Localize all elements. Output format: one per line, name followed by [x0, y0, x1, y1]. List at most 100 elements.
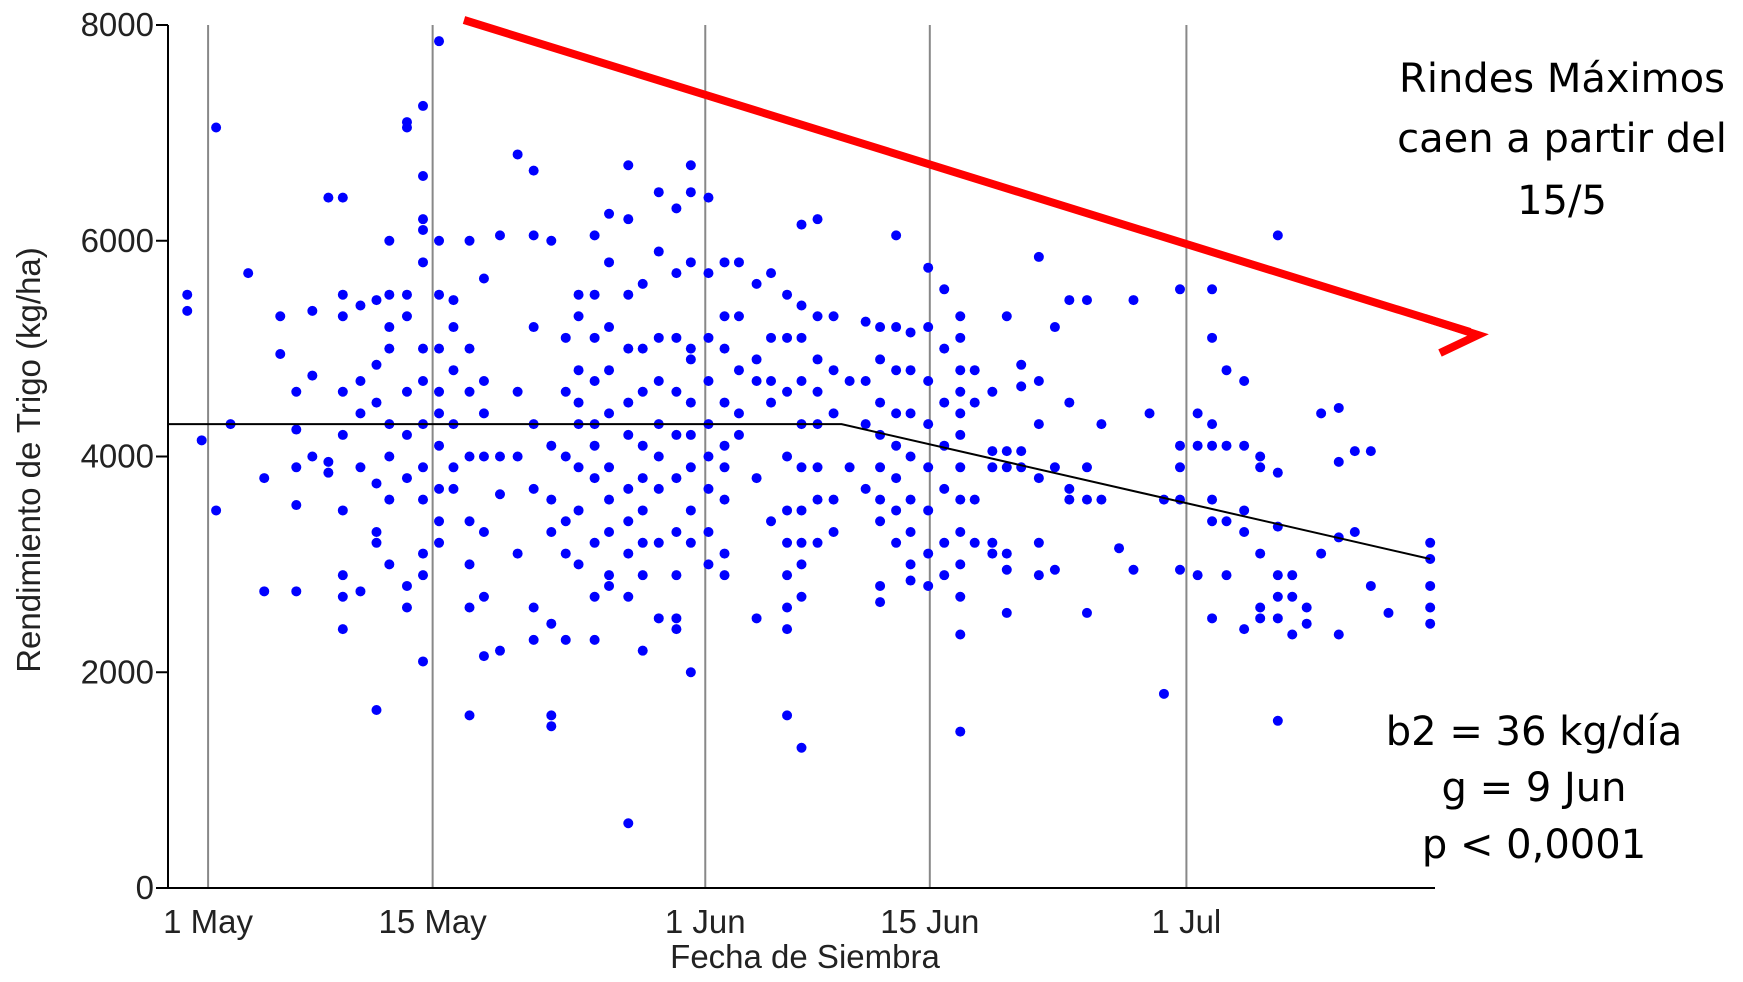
point [1255, 548, 1266, 559]
point [494, 645, 505, 656]
point [1158, 688, 1169, 699]
point [1316, 548, 1327, 559]
point [796, 462, 807, 473]
point [1174, 462, 1185, 473]
point [1239, 440, 1250, 451]
point [371, 359, 382, 370]
point [1333, 456, 1344, 467]
point [355, 300, 366, 311]
point [987, 446, 998, 457]
point [560, 332, 571, 343]
point [637, 645, 648, 656]
annotation: b2 = 36 kg/día [1386, 709, 1682, 755]
point [719, 462, 730, 473]
point [844, 375, 855, 386]
point [955, 591, 966, 602]
point [671, 429, 682, 440]
point [969, 537, 980, 548]
point [323, 467, 334, 478]
point [434, 408, 445, 419]
point [782, 289, 793, 300]
point [604, 208, 615, 219]
point [860, 483, 871, 494]
x-tick-label: 1 Jul [1152, 903, 1222, 940]
point [589, 375, 600, 386]
point [796, 505, 807, 516]
point [733, 365, 744, 376]
y-tick-label: 6000 [81, 222, 154, 259]
point [653, 332, 664, 343]
point [1365, 446, 1376, 457]
point [955, 629, 966, 640]
point [1207, 284, 1218, 295]
point [546, 440, 557, 451]
point [464, 516, 475, 527]
x-tick-label: 1 Jun [665, 903, 746, 940]
point [796, 742, 807, 753]
point [955, 494, 966, 505]
x-tick-label: 1 May [163, 903, 253, 940]
point [875, 516, 886, 527]
point [1192, 570, 1203, 581]
point [653, 613, 664, 624]
point [589, 634, 600, 645]
point [589, 332, 600, 343]
annotation: g = 9 Jun [1442, 765, 1627, 811]
point [969, 397, 980, 408]
point [546, 721, 557, 732]
point [1365, 580, 1376, 591]
point [1349, 446, 1360, 457]
point [623, 516, 634, 527]
point [637, 278, 648, 289]
point [860, 375, 871, 386]
point [478, 451, 489, 462]
point [464, 235, 475, 246]
point [1081, 494, 1092, 505]
point [719, 548, 730, 559]
point [323, 456, 334, 467]
point [448, 365, 459, 376]
point [337, 505, 348, 516]
point [573, 397, 584, 408]
point [1096, 494, 1107, 505]
point [828, 311, 839, 322]
point [371, 537, 382, 548]
point [923, 548, 934, 559]
point [1081, 607, 1092, 618]
point [560, 386, 571, 397]
point [1174, 564, 1185, 575]
point [528, 230, 539, 241]
point [955, 527, 966, 538]
point [1272, 230, 1283, 241]
point [384, 235, 395, 246]
point [464, 451, 475, 462]
point [875, 354, 886, 365]
point [766, 375, 777, 386]
point [939, 570, 950, 581]
point [828, 527, 839, 538]
point [573, 311, 584, 322]
point [291, 424, 302, 435]
point [685, 397, 696, 408]
point [905, 365, 916, 376]
point [685, 187, 696, 198]
point [703, 332, 714, 343]
point [782, 570, 793, 581]
point [434, 343, 445, 354]
point [623, 214, 634, 225]
point [546, 618, 557, 629]
point [355, 375, 366, 386]
point [448, 462, 459, 473]
marks [168, 36, 1436, 829]
point [243, 268, 254, 279]
point [923, 322, 934, 333]
point [512, 149, 523, 160]
point [401, 289, 412, 300]
point [891, 505, 902, 516]
point [1272, 591, 1283, 602]
point [323, 192, 334, 203]
point [478, 591, 489, 602]
point [418, 375, 429, 386]
point [955, 408, 966, 419]
point [828, 365, 839, 376]
